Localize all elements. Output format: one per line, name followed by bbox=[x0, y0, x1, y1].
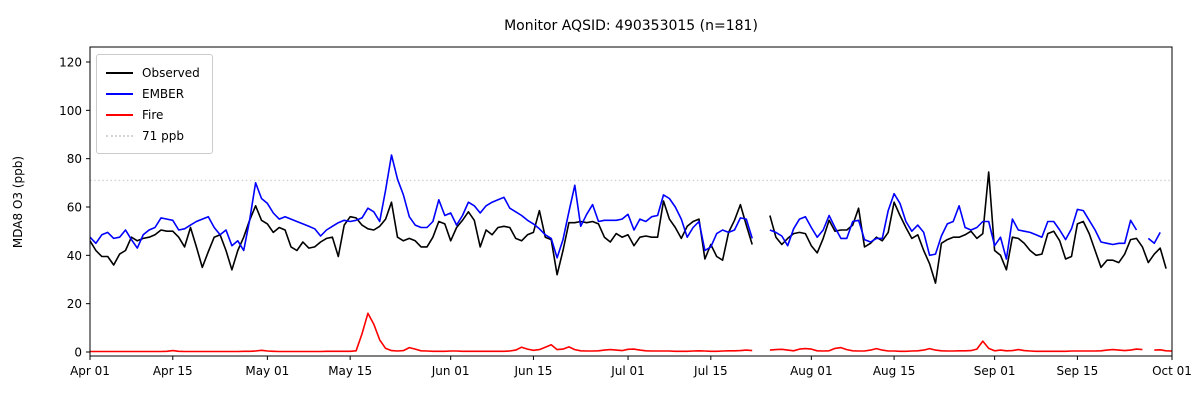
y-axis-label: MDA8 O3 (ppb) bbox=[11, 155, 25, 249]
x-tick-label: May 01 bbox=[245, 364, 289, 378]
x-tick-label: Jun 01 bbox=[431, 364, 470, 378]
legend-item-ember: EMBER bbox=[106, 83, 200, 104]
legend-line-sample-fire bbox=[106, 113, 133, 116]
legend-line-sample-observed bbox=[106, 71, 133, 74]
legend-item-observed: Observed bbox=[106, 62, 200, 83]
legend-item-threshold: 71 ppb bbox=[106, 125, 200, 146]
x-tick-label: Jul 15 bbox=[693, 364, 728, 378]
x-tick-label: Oct 01 bbox=[1152, 364, 1192, 378]
x-tick-label: Sep 15 bbox=[1057, 364, 1099, 378]
chart-title: Monitor AQSID: 490353015 (n=181) bbox=[504, 18, 758, 34]
legend-label-ember: EMBER bbox=[142, 86, 185, 101]
legend: Observed EMBER Fire 71 ppb bbox=[96, 54, 213, 154]
y-tick-label: 120 bbox=[59, 56, 82, 70]
legend-item-fire: Fire bbox=[106, 104, 200, 125]
x-tick-label: Jul 01 bbox=[610, 364, 645, 378]
plot-frame bbox=[89, 46, 1173, 357]
y-tick-label: 100 bbox=[59, 104, 82, 118]
x-tick-label: Apr 01 bbox=[70, 364, 110, 378]
x-tick-label: Apr 15 bbox=[153, 364, 193, 378]
x-tick-label: Jun 15 bbox=[514, 364, 553, 378]
legend-line-sample-threshold bbox=[106, 134, 133, 137]
y-tick-label: 0 bbox=[74, 346, 82, 360]
y-tick-label: 80 bbox=[67, 152, 82, 166]
y-tick-label: 40 bbox=[67, 249, 82, 263]
y-tick-label: 20 bbox=[67, 297, 82, 311]
legend-label-observed: Observed bbox=[142, 65, 200, 80]
x-tick-label: Sep 01 bbox=[974, 364, 1016, 378]
series-fire-line bbox=[90, 312, 1173, 353]
legend-label-fire: Fire bbox=[142, 107, 164, 122]
series-observed-line bbox=[89, 171, 1167, 284]
y-tick-label: 60 bbox=[67, 201, 82, 215]
legend-label-threshold: 71 ppb bbox=[142, 128, 184, 143]
x-tick-label: Aug 15 bbox=[873, 364, 916, 378]
series-ember-line bbox=[89, 154, 1161, 260]
x-tick-label: May 15 bbox=[328, 364, 372, 378]
legend-line-sample-ember bbox=[106, 92, 133, 95]
x-tick-label: Aug 01 bbox=[790, 364, 833, 378]
